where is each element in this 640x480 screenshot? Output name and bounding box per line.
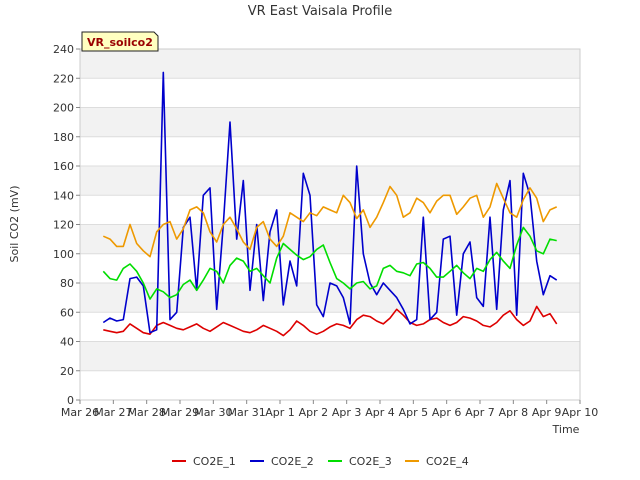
legend-label: CO2E_3 [349,455,392,468]
x-tick-label: Apr 10 [562,406,599,419]
series-line-co2e-1 [103,305,558,337]
legend-item: CO2E_2 [250,455,314,468]
y-tick-label: 180 [53,131,74,144]
legend-item: CO2E_1 [172,455,236,468]
site-label-box: VR_soilco2 [81,31,159,52]
plot-band [80,166,580,196]
legend-label: CO2E_1 [193,455,236,468]
x-tick-label: Apr 9 [532,406,562,419]
x-tick-label: Apr 7 [465,406,495,419]
y-tick-label: 20 [60,365,74,378]
x-tick-label: Mar 26 [61,406,99,419]
x-tick-label: Apr 6 [432,406,462,419]
plot-band [80,49,580,79]
x-tick-label: Apr 8 [499,406,529,419]
legend-label: CO2E_4 [426,455,469,468]
y-axis-label: Soil CO2 (mV) [8,186,21,263]
y-axis-ticks: 0 20 40 60 80 100 120 140 160 180 200 220 240 [53,43,80,407]
y-tick-label: 40 [60,336,74,349]
y-tick-label: 160 [53,160,74,173]
legend-item: CO2E_3 [328,455,392,468]
y-tick-label: 200 [53,102,74,115]
plot-bands [80,49,580,371]
x-tick-label: Apr 4 [365,406,395,419]
legend: CO2E_1 CO2E_2 CO2E_3 CO2E_4 [172,455,469,468]
x-tick-label: Mar 31 [228,406,266,419]
y-tick-label: 220 [53,72,74,85]
x-tick-label: Apr 3 [332,406,362,419]
y-tick-label: 240 [53,43,74,56]
y-tick-label: 100 [53,248,74,261]
x-tick-label: Mar 27 [94,406,132,419]
y-tick-label: 0 [67,394,74,407]
x-tick-label: Apr 5 [399,406,429,419]
x-tick-label: Apr 2 [299,406,329,419]
y-tick-label: 140 [53,189,74,202]
x-tick-label: Mar 29 [161,406,199,419]
x-tick-label: Mar 30 [194,406,232,419]
y-tick-label: 120 [53,219,74,232]
legend-label: CO2E_2 [271,455,314,468]
series-line-co2e-4 [102,182,558,258]
chart-title: VR East Vaisala Profile [248,4,393,19]
site-label-text: VR_soilco2 [87,36,153,49]
plot-band [80,283,580,313]
legend-item: CO2E_4 [405,455,469,468]
plot-band [80,224,580,254]
y-tick-label: 80 [60,277,74,290]
x-tick-label: Apr 1 [265,406,295,419]
y-tick-label: 60 [60,306,74,319]
x-tick-label: Mar 28 [128,406,166,419]
x-axis-label: Time [552,423,580,436]
series-line-co2e-2 [102,71,558,334]
series-lines [102,71,558,337]
series-line-co2e-3 [102,226,557,300]
plot-band [80,341,580,371]
plot-band [80,107,580,137]
